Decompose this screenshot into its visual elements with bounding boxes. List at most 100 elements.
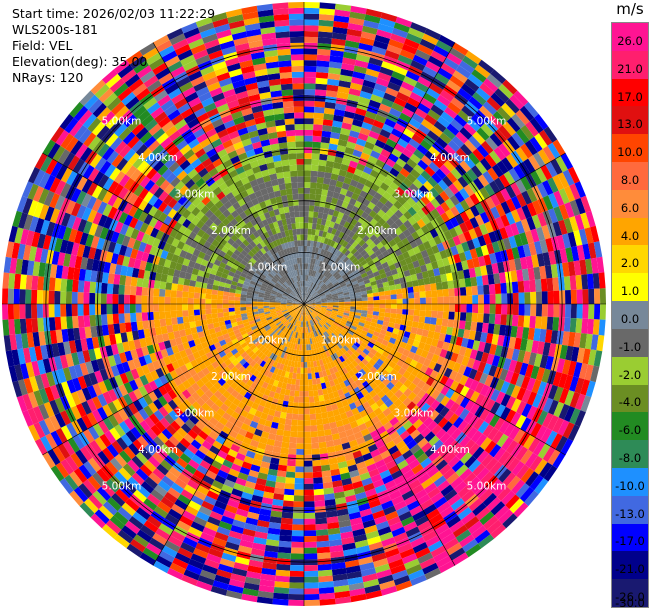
velocity-gate <box>317 247 322 255</box>
velocity-gate <box>377 526 392 536</box>
velocity-gate <box>310 419 317 426</box>
velocity-gate <box>201 425 212 436</box>
velocity-gate <box>224 337 232 344</box>
velocity-gate <box>304 193 310 200</box>
velocity-gate <box>506 248 515 261</box>
velocity-gate <box>472 340 481 351</box>
velocity-gate <box>316 424 324 432</box>
velocity-gate <box>353 350 361 358</box>
velocity-gate <box>128 152 140 166</box>
velocity-gate <box>321 304 328 307</box>
velocity-gate <box>228 196 238 206</box>
velocity-gate <box>313 118 324 125</box>
velocity-gate <box>347 355 355 363</box>
velocity-gate <box>164 491 178 504</box>
velocity-gate <box>253 377 261 385</box>
velocity-gate <box>234 296 241 301</box>
velocity-gate <box>472 463 486 477</box>
velocity-gate <box>277 423 285 431</box>
velocity-gate <box>383 316 390 323</box>
velocity-gate <box>226 213 235 222</box>
velocity-gate <box>334 491 346 499</box>
velocity-gate <box>318 254 323 261</box>
velocity-gate <box>319 274 325 281</box>
velocity-gate <box>320 283 326 289</box>
velocity-gate <box>366 135 378 145</box>
velocity-gate <box>479 384 490 397</box>
velocity-gate <box>444 377 455 389</box>
velocity-gate <box>271 324 277 330</box>
velocity-gate <box>281 268 287 275</box>
velocity-gate <box>176 427 188 438</box>
velocity-gate <box>112 304 119 314</box>
velocity-gate <box>180 264 188 273</box>
velocity-gate <box>454 214 465 225</box>
velocity-gate <box>491 334 499 346</box>
velocity-gate <box>331 228 338 235</box>
velocity-gate <box>200 393 210 403</box>
velocity-gate <box>283 106 294 114</box>
velocity-gate <box>322 183 330 191</box>
velocity-gate <box>282 236 288 244</box>
velocity-gate <box>221 173 232 183</box>
velocity-gate <box>466 357 476 369</box>
velocity-gate <box>273 107 284 115</box>
velocity-gate <box>424 406 435 417</box>
velocity-gate <box>230 218 239 227</box>
velocity-gate <box>256 195 265 204</box>
velocity-gate <box>195 379 205 389</box>
velocity-gate <box>304 304 306 310</box>
velocity-gate <box>275 166 284 174</box>
velocity-gate <box>225 192 235 201</box>
velocity-gate <box>266 474 277 482</box>
velocity-gate <box>311 290 316 296</box>
velocity-gate <box>280 332 285 339</box>
velocity-gate <box>219 195 229 205</box>
velocity-gate <box>288 395 295 403</box>
velocity-gate <box>138 187 149 200</box>
velocity-gate <box>304 466 313 473</box>
velocity-gate <box>225 407 235 416</box>
velocity-gate <box>331 373 338 380</box>
velocity-gate <box>85 234 95 247</box>
velocity-gate <box>396 505 410 517</box>
velocity-gate <box>125 430 137 443</box>
velocity-gate <box>325 196 333 203</box>
velocity-gate <box>196 464 209 475</box>
velocity-gate <box>104 430 117 444</box>
velocity-gate <box>305 309 308 316</box>
velocity-gate <box>364 457 375 467</box>
velocity-gate <box>270 179 279 187</box>
velocity-gate <box>414 362 423 371</box>
velocity-gate <box>273 410 282 418</box>
velocity-gate <box>231 358 240 367</box>
velocity-gate <box>401 191 411 202</box>
velocity-gate <box>496 433 509 448</box>
velocity-gate <box>336 258 343 266</box>
velocity-gate <box>205 293 212 300</box>
velocity-gate <box>452 179 464 192</box>
velocity-gate <box>130 312 137 323</box>
velocity-gate <box>221 114 234 124</box>
velocity-gate <box>200 384 209 394</box>
velocity-gate <box>300 373 304 380</box>
velocity-gate <box>258 182 267 191</box>
velocity-gate <box>418 316 426 324</box>
velocity-gate <box>259 508 272 517</box>
velocity-gate <box>258 345 266 352</box>
velocity-gate <box>241 376 250 384</box>
velocity-gate <box>358 176 368 185</box>
velocity-gate <box>336 326 343 332</box>
velocity-gate <box>365 488 377 498</box>
velocity-gate <box>133 399 144 412</box>
velocity-gate <box>193 234 202 243</box>
velocity-gate <box>264 293 271 297</box>
velocity-gate <box>209 181 219 192</box>
velocity-gate <box>380 148 392 159</box>
velocity-gate <box>385 270 393 278</box>
velocity-gate <box>489 294 496 304</box>
velocity-gate <box>439 348 448 359</box>
velocity-gate <box>281 159 290 167</box>
velocity-gate <box>304 299 309 304</box>
